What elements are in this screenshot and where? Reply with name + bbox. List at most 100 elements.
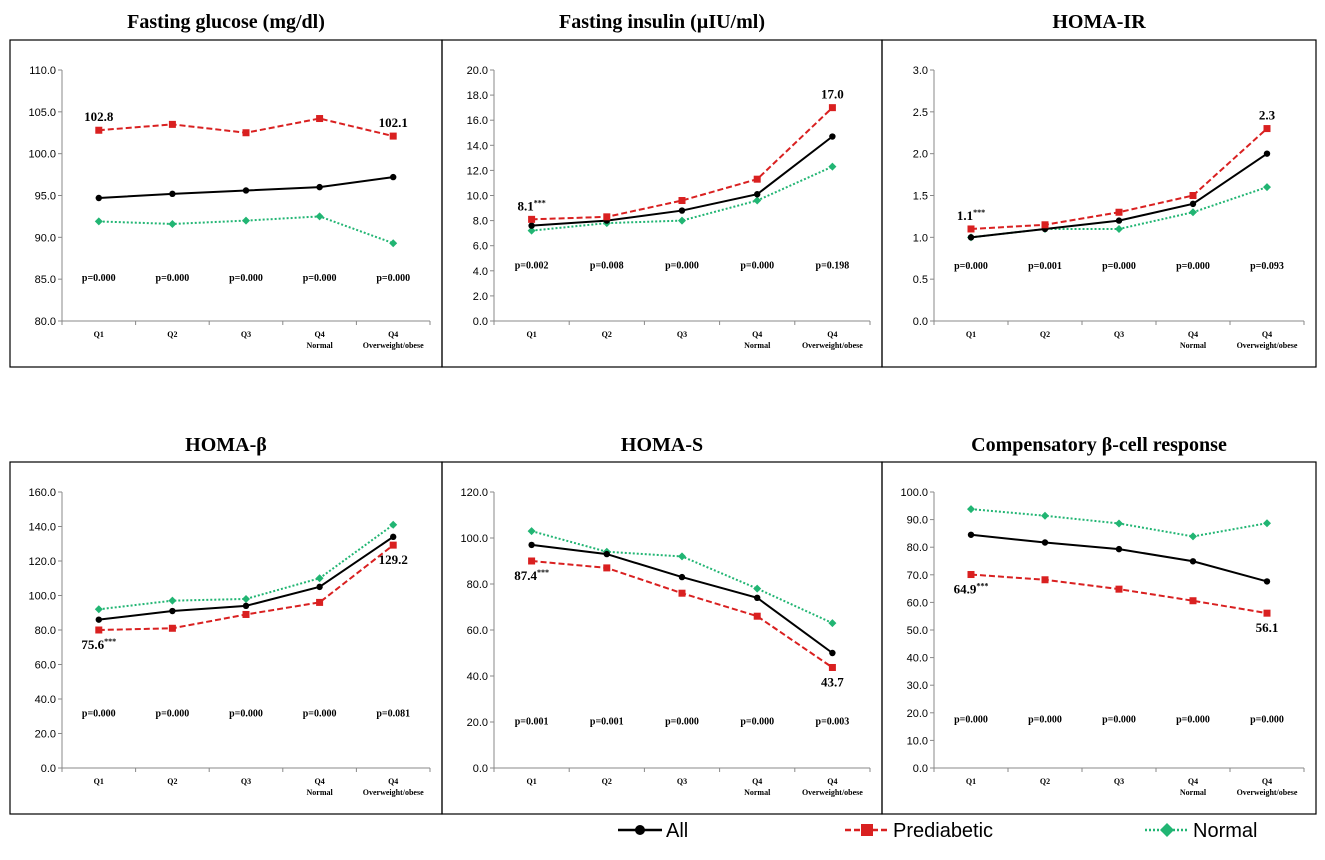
- y-tick-label: 3.0: [913, 65, 928, 77]
- point-prediabetic-0: [528, 557, 536, 565]
- legend-label-all: All: [666, 820, 688, 842]
- y-tick-label: 60.0: [35, 660, 56, 672]
- p-value-label: p=0.000: [82, 273, 116, 284]
- p-value-label: p=0.000: [376, 273, 410, 284]
- point-normal-4: [828, 162, 837, 171]
- x-tick-label: Q4: [827, 330, 837, 339]
- point-normal-0: [94, 605, 103, 614]
- y-tick-label: 105.0: [28, 107, 56, 119]
- y-tick-label: 20.0: [907, 708, 928, 720]
- point-prediabetic-4: [389, 541, 397, 549]
- series-line-normal: [531, 165, 833, 232]
- point-prediabetic-1: [168, 120, 176, 128]
- p-value-label: p=0.093: [1250, 261, 1284, 272]
- y-tick-label: 80.0: [907, 542, 928, 554]
- x-tick-label: Normal: [1180, 788, 1207, 797]
- point-all-4: [390, 173, 397, 181]
- point-all-4: [1263, 150, 1271, 157]
- p-value-label: p=0.000: [1176, 714, 1210, 725]
- y-tick-label: 120.0: [460, 487, 488, 499]
- point-prediabetic-2: [1115, 585, 1123, 593]
- data-label: 8.1***: [517, 198, 545, 213]
- point-normal-1: [1041, 511, 1049, 520]
- y-tick-label: 0.5: [913, 274, 928, 286]
- x-tick-label: Overweight/obese: [802, 788, 863, 797]
- point-all-2: [242, 187, 250, 194]
- p-value-label: p=0.000: [1102, 261, 1136, 272]
- x-tick-label: Q4: [388, 777, 398, 786]
- x-tick-label: Q4: [752, 777, 762, 786]
- x-tick-label: Q4: [752, 330, 762, 339]
- series-all: [967, 531, 1271, 585]
- chart-panel-5: HOMA-S 0.0 20.0 40.0 60.0 80.0 100.0 120.0 Q1 Q2 Q…: [441, 434, 883, 815]
- chart-panel-2: Fasting insulin (µIU/ml) 0.0 2.0 4.0 6.0 8.0 1…: [441, 11, 883, 368]
- p-value-label: p=0.000: [1176, 261, 1210, 272]
- point-prediabetic-2: [678, 197, 686, 205]
- point-all-1: [169, 607, 176, 615]
- series-line-prediabetic: [970, 573, 1268, 615]
- point-prediabetic-2: [242, 610, 250, 618]
- y-tick-label: 30.0: [907, 680, 928, 692]
- series-line-normal: [98, 523, 394, 611]
- point-all-2: [242, 602, 250, 610]
- point-prediabetic-4: [1263, 609, 1271, 617]
- data-label: 56.1: [1256, 620, 1279, 635]
- point-prediabetic-3: [1189, 597, 1197, 605]
- x-tick-label: Q2: [167, 777, 177, 786]
- p-value-label: p=0.000: [303, 708, 337, 719]
- point-normal-3: [315, 212, 324, 221]
- legend-item-normal: Normal: [1145, 820, 1257, 842]
- chart-panel-3: HOMA-IR 0.0 0.5 1.0 1.5 2.0 2.5 3.0 Q1 Q2 Q3 Q4 Norm…: [881, 11, 1317, 368]
- legend-marker-normal: [1160, 823, 1174, 837]
- point-normal-4: [1263, 183, 1271, 192]
- point-prediabetic-2: [242, 129, 250, 137]
- p-value-label: p=0.000: [229, 708, 263, 719]
- point-prediabetic-1: [1041, 576, 1049, 584]
- point-all-0: [95, 616, 103, 623]
- y-tick-label: 4.0: [473, 266, 488, 278]
- data-label: 43.7: [821, 674, 844, 689]
- legend-label-prediabetic: Prediabetic: [893, 820, 993, 842]
- series-line-all: [531, 543, 833, 654]
- point-normal-3: [315, 574, 324, 583]
- x-tick-label: Q3: [1114, 330, 1124, 339]
- p-value-label: p=0.000: [954, 714, 988, 725]
- point-all-0: [528, 541, 535, 549]
- data-label: 17.0: [821, 87, 844, 102]
- series-prediabetic: [95, 115, 397, 140]
- point-prediabetic-0: [967, 571, 975, 579]
- chart-panel-4: HOMA-β 0.0 20.0 40.0 60.0 80.0 100.0 120.0 140.0…: [9, 434, 443, 815]
- point-normal-0: [94, 217, 103, 226]
- point-prediabetic-2: [678, 589, 686, 597]
- y-tick-label: 0.0: [913, 763, 928, 775]
- series-normal: [94, 520, 398, 614]
- point-normal-4: [389, 239, 398, 248]
- x-tick-label: Overweight/obese: [1237, 788, 1298, 797]
- x-tick-label: Q3: [677, 777, 687, 786]
- y-tick-label: 160.0: [28, 487, 56, 499]
- y-tick-label: 0.0: [913, 316, 928, 328]
- panel-frame: [9, 461, 443, 815]
- point-all-4: [1263, 578, 1271, 585]
- point-normal-1: [168, 219, 177, 228]
- x-tick-label: Q4: [388, 330, 398, 339]
- p-value-label: p=0.198: [816, 260, 850, 271]
- p-value-label: p=0.000: [1250, 714, 1284, 725]
- series-prediabetic: [967, 125, 1271, 233]
- y-tick-label: 95.0: [35, 191, 56, 203]
- y-tick-label: 12.0: [467, 165, 488, 177]
- chart-title: HOMA-IR: [1052, 11, 1146, 33]
- point-normal-0: [967, 505, 975, 514]
- data-label: 75.6***: [81, 637, 116, 652]
- data-label: 1.1***: [957, 208, 985, 223]
- x-tick-label: Q4: [1188, 330, 1198, 339]
- x-tick-label: Q3: [241, 777, 251, 786]
- y-tick-label: 2.0: [473, 291, 488, 303]
- y-tick-label: 80.0: [35, 625, 56, 637]
- p-value-label: p=0.000: [1102, 714, 1136, 725]
- p-value-label: p=0.000: [954, 261, 988, 272]
- point-all-0: [95, 194, 103, 202]
- point-all-3: [754, 594, 761, 601]
- p-value-label: p=0.000: [303, 273, 337, 284]
- series-prediabetic: [95, 541, 397, 634]
